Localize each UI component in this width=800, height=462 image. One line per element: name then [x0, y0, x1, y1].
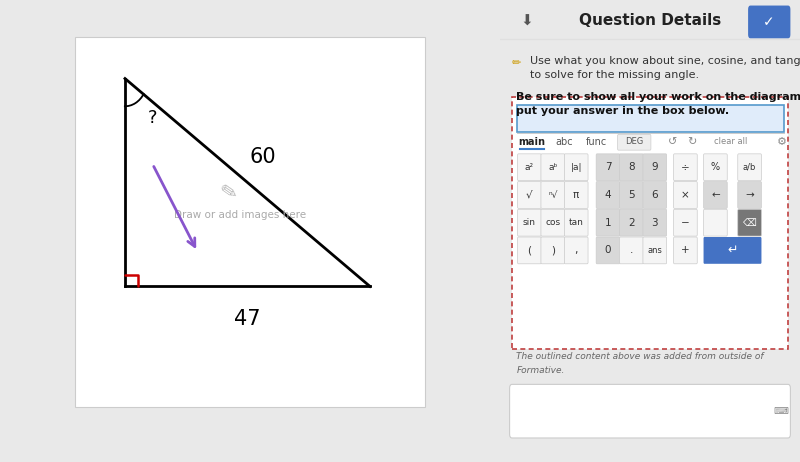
Text: clear all: clear all	[714, 137, 748, 146]
FancyBboxPatch shape	[643, 209, 666, 236]
Text: tan: tan	[569, 218, 584, 227]
Text: a²: a²	[525, 163, 534, 172]
Text: aᵇ: aᵇ	[548, 163, 558, 172]
FancyBboxPatch shape	[518, 237, 542, 264]
FancyBboxPatch shape	[596, 182, 620, 208]
Text: 60: 60	[249, 147, 276, 167]
Text: |a|: |a|	[570, 163, 582, 172]
Text: 8: 8	[628, 162, 634, 172]
Text: %: %	[711, 162, 720, 172]
FancyBboxPatch shape	[510, 384, 790, 438]
FancyBboxPatch shape	[512, 97, 788, 349]
Text: ?: ?	[148, 109, 158, 127]
FancyBboxPatch shape	[738, 154, 762, 181]
Text: ⁿ√: ⁿ√	[548, 190, 558, 200]
FancyBboxPatch shape	[596, 237, 620, 264]
FancyBboxPatch shape	[618, 134, 651, 150]
Text: abc: abc	[556, 137, 574, 147]
FancyBboxPatch shape	[518, 182, 542, 208]
Text: ↻: ↻	[687, 137, 697, 147]
Text: π: π	[573, 190, 579, 200]
FancyBboxPatch shape	[703, 154, 727, 181]
FancyBboxPatch shape	[703, 237, 762, 264]
Text: 3: 3	[651, 218, 658, 228]
Text: √: √	[526, 190, 533, 200]
Text: ⬇: ⬇	[521, 13, 534, 28]
Text: ): )	[550, 245, 555, 255]
FancyBboxPatch shape	[619, 237, 643, 264]
FancyBboxPatch shape	[738, 182, 762, 208]
Text: ÷: ÷	[681, 162, 690, 172]
Text: 1: 1	[605, 218, 611, 228]
Text: ⌨: ⌨	[773, 406, 788, 416]
FancyBboxPatch shape	[643, 237, 666, 264]
Text: The outlined content above was added from outside of
Formative.: The outlined content above was added fro…	[517, 352, 764, 375]
Text: Be sure to show all your work on the diagram and
put your answer in the box belo: Be sure to show all your work on the dia…	[517, 92, 800, 116]
Text: ↺: ↺	[668, 137, 677, 147]
Text: ans: ans	[647, 246, 662, 255]
FancyBboxPatch shape	[619, 209, 643, 236]
Text: +: +	[681, 245, 690, 255]
Text: Question Details: Question Details	[579, 13, 721, 28]
FancyBboxPatch shape	[674, 237, 698, 264]
FancyBboxPatch shape	[517, 105, 783, 132]
Text: Use what you know about sine, cosine, and tangent
to solve for the missing angle: Use what you know about sine, cosine, an…	[530, 56, 800, 80]
FancyBboxPatch shape	[674, 182, 698, 208]
Text: −: −	[681, 218, 690, 228]
Text: 5: 5	[628, 190, 634, 200]
FancyBboxPatch shape	[619, 182, 643, 208]
Text: ×: ×	[681, 190, 690, 200]
FancyBboxPatch shape	[541, 237, 565, 264]
Text: 6: 6	[651, 190, 658, 200]
FancyBboxPatch shape	[703, 182, 727, 208]
FancyBboxPatch shape	[596, 209, 620, 236]
Text: 4: 4	[605, 190, 611, 200]
FancyBboxPatch shape	[541, 154, 565, 181]
FancyBboxPatch shape	[619, 154, 643, 181]
FancyBboxPatch shape	[564, 237, 588, 264]
FancyBboxPatch shape	[738, 209, 762, 236]
Text: ←: ←	[711, 190, 720, 200]
Text: Draw or add images here: Draw or add images here	[174, 210, 306, 220]
FancyBboxPatch shape	[518, 154, 542, 181]
Text: 7: 7	[605, 162, 611, 172]
Text: ↵: ↵	[727, 244, 738, 257]
Text: cos: cos	[546, 218, 560, 227]
Text: (: (	[527, 245, 531, 255]
Text: .: .	[630, 245, 633, 255]
FancyBboxPatch shape	[564, 154, 588, 181]
Text: ,: ,	[574, 245, 578, 255]
Text: 2: 2	[628, 218, 634, 228]
Text: ✏: ✏	[512, 58, 521, 68]
Text: func: func	[586, 137, 606, 147]
Text: 0: 0	[605, 245, 611, 255]
FancyBboxPatch shape	[748, 6, 790, 38]
FancyBboxPatch shape	[596, 154, 620, 181]
FancyBboxPatch shape	[518, 209, 542, 236]
FancyBboxPatch shape	[75, 37, 425, 407]
FancyBboxPatch shape	[643, 154, 666, 181]
Text: →: →	[746, 190, 754, 200]
Text: ✓: ✓	[763, 15, 775, 29]
Text: ⌫: ⌫	[742, 218, 757, 228]
Text: sin: sin	[523, 218, 536, 227]
Text: ✏: ✏	[214, 178, 241, 205]
FancyBboxPatch shape	[541, 209, 565, 236]
Text: DEG: DEG	[626, 137, 643, 146]
Text: a/b: a/b	[743, 163, 756, 172]
FancyBboxPatch shape	[703, 209, 727, 236]
FancyBboxPatch shape	[674, 209, 698, 236]
Text: 9: 9	[651, 162, 658, 172]
FancyBboxPatch shape	[564, 209, 588, 236]
FancyBboxPatch shape	[674, 154, 698, 181]
Text: ⚙: ⚙	[777, 137, 787, 147]
FancyBboxPatch shape	[643, 182, 666, 208]
FancyBboxPatch shape	[564, 182, 588, 208]
Text: main: main	[518, 137, 545, 147]
Text: 47: 47	[234, 309, 261, 329]
FancyBboxPatch shape	[541, 182, 565, 208]
